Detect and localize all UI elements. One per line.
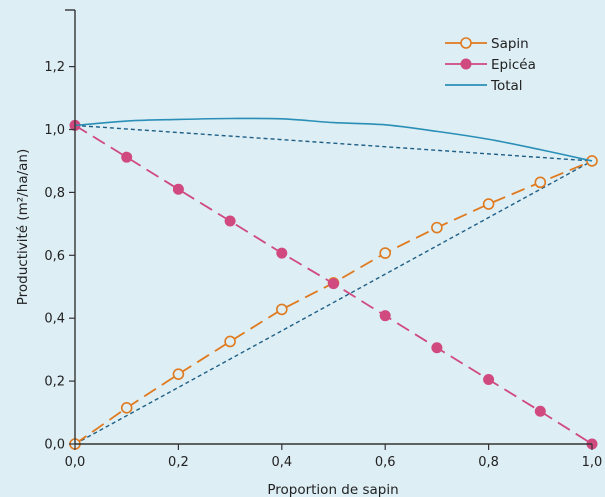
legend-label-total: Total	[490, 78, 523, 94]
point-epicea	[328, 278, 339, 290]
legend-marker-sapin	[460, 37, 472, 49]
x-tick-label: 0,2	[168, 455, 189, 470]
legend-label-epicea: Epicéa	[491, 57, 536, 73]
point-epicea	[276, 247, 288, 259]
point-epicea	[483, 374, 495, 386]
point-sapin	[534, 176, 547, 189]
point-epicea	[431, 342, 443, 354]
point-epicea	[224, 215, 236, 227]
axes	[65, 9, 592, 445]
legend-label-sapin: Sapin	[491, 36, 529, 52]
ticks: 0,0 0,2 0,4 0,6 0,8 1,0 0,0 0,2 0,4 0,6 0,8 1,0 1,2	[44, 60, 602, 470]
y-axis-title: Productivité (m²/ha/an)	[15, 149, 31, 306]
point-sapin	[431, 221, 443, 234]
point-epicea	[172, 183, 184, 195]
y-tick-label: 1,2	[44, 60, 65, 75]
legend: Sapin Epicéa Total	[445, 36, 536, 94]
point-epicea	[379, 310, 391, 322]
y-tick-label: 1,0	[44, 123, 65, 138]
y-tick-label: 0,6	[44, 249, 65, 264]
series-layer	[69, 117, 598, 450]
reference-line	[74, 124, 593, 162]
x-axis-title: Proportion de sapin	[267, 482, 398, 497]
series-line-total	[74, 117, 593, 162]
y-tick-label: 0,2	[44, 375, 65, 390]
x-tick-label: 0,8	[478, 455, 499, 470]
x-tick-label: 1,0	[582, 455, 603, 470]
x-tick-label: 0,0	[65, 455, 86, 470]
point-sapin	[482, 198, 495, 210]
x-tick-label: 0,6	[375, 455, 396, 470]
y-tick-label: 0,0	[44, 438, 65, 453]
point-epicea	[121, 151, 133, 163]
point-sapin	[224, 335, 236, 348]
point-sapin	[275, 303, 288, 316]
point-sapin	[120, 402, 133, 414]
legend-marker-epicea	[460, 58, 472, 70]
y-tick-label: 0,4	[44, 312, 65, 327]
x-tick-label: 0,4	[271, 455, 292, 470]
point-sapin	[379, 247, 392, 259]
y-tick-label: 0,8	[44, 186, 65, 201]
reference-line	[74, 160, 593, 445]
point-epicea	[534, 405, 546, 417]
point-sapin	[172, 368, 185, 380]
reference-lines	[74, 124, 593, 445]
